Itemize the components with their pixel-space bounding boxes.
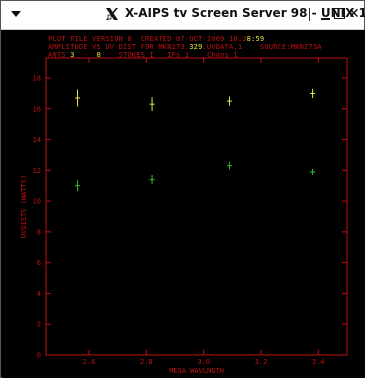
header-line-2-highlight: 329 bbox=[189, 43, 203, 51]
header-line-3-text-b: - bbox=[74, 51, 97, 59]
maximize-icon[interactable] bbox=[333, 7, 347, 21]
window-title: X-AIPS tv Screen Server 98 - UNIX 1 bbox=[125, 6, 365, 20]
y-tick-label: 2 bbox=[37, 321, 41, 329]
header-line-3-ant-1: 3 bbox=[70, 51, 75, 59]
x-tick-label: 3.4 bbox=[312, 358, 325, 366]
y-axis-label: UVDISTS (WATTS) bbox=[20, 175, 28, 238]
y-tick-label: 4 bbox=[37, 290, 41, 298]
header-line-2: AMPLITUDE VS UV DIST FOR MKN273.329.UVDA… bbox=[48, 43, 322, 51]
plot-frame bbox=[45, 57, 348, 356]
x-axis-label: MEGA WAVLNGTH bbox=[169, 367, 224, 375]
x-logo-icon bbox=[106, 8, 118, 20]
close-icon[interactable]: ✕ bbox=[348, 6, 360, 22]
minimize-icon[interactable] bbox=[319, 7, 333, 21]
y-tick-label: 16 bbox=[33, 105, 41, 113]
header-line-2-text-a: AMPLITUDE VS UV DIST FOR MKN273. bbox=[48, 43, 190, 51]
header-line-1-text: PLOT FILE VERSION 8 CREATED 07-OCT-2009 … bbox=[48, 35, 247, 43]
header-line-3-text-c: STOKES I IFs 1 Chans 1 bbox=[101, 51, 238, 59]
y-tick-label: 6 bbox=[37, 259, 41, 267]
y-tick-label: 18 bbox=[33, 75, 41, 83]
uv-plot-chart: 0 2 4 6 8 10 12 14 16 18 2.6 2.8 3.0 3.2 3.4 MEGA WAVLN… bbox=[20, 57, 348, 375]
y-tick-label: 10 bbox=[33, 198, 41, 206]
x-tick-label: 2.8 bbox=[140, 358, 153, 366]
header-line-2-text-b: .UVDATA.1 SOURCE:MKN273A bbox=[202, 43, 322, 51]
header-line-1-highlight: 8:59 bbox=[246, 35, 265, 43]
y-tick-label: 0 bbox=[37, 352, 41, 360]
x-tick-label: 3.0 bbox=[197, 358, 210, 366]
y-tick-label: 12 bbox=[33, 167, 41, 175]
y-tick-label: 14 bbox=[33, 136, 41, 144]
header-line-1: PLOT FILE VERSION 8 CREATED 07-OCT-2009 … bbox=[48, 35, 264, 43]
y-tick-label: 8 bbox=[37, 228, 41, 236]
x-tick-label: 2.6 bbox=[83, 358, 96, 366]
header-line-3-ant-2: 8 bbox=[96, 51, 101, 59]
title-separator bbox=[309, 8, 310, 21]
menu-triangle-icon[interactable] bbox=[9, 7, 23, 21]
header-line-3-text-a: ANTS bbox=[48, 51, 71, 59]
x-tick-label: 3.2 bbox=[255, 358, 268, 366]
title-bar[interactable]: X-AIPS tv Screen Server 98 - UNIX 1 ✕ bbox=[1, 1, 365, 30]
header-line-3: ANTS 3 - 8 STOKES I IFs 1 Chans 1 bbox=[48, 51, 238, 59]
plot-area: PLOT FILE VERSION 8 CREATED 07-OCT-2009 … bbox=[2, 30, 365, 378]
